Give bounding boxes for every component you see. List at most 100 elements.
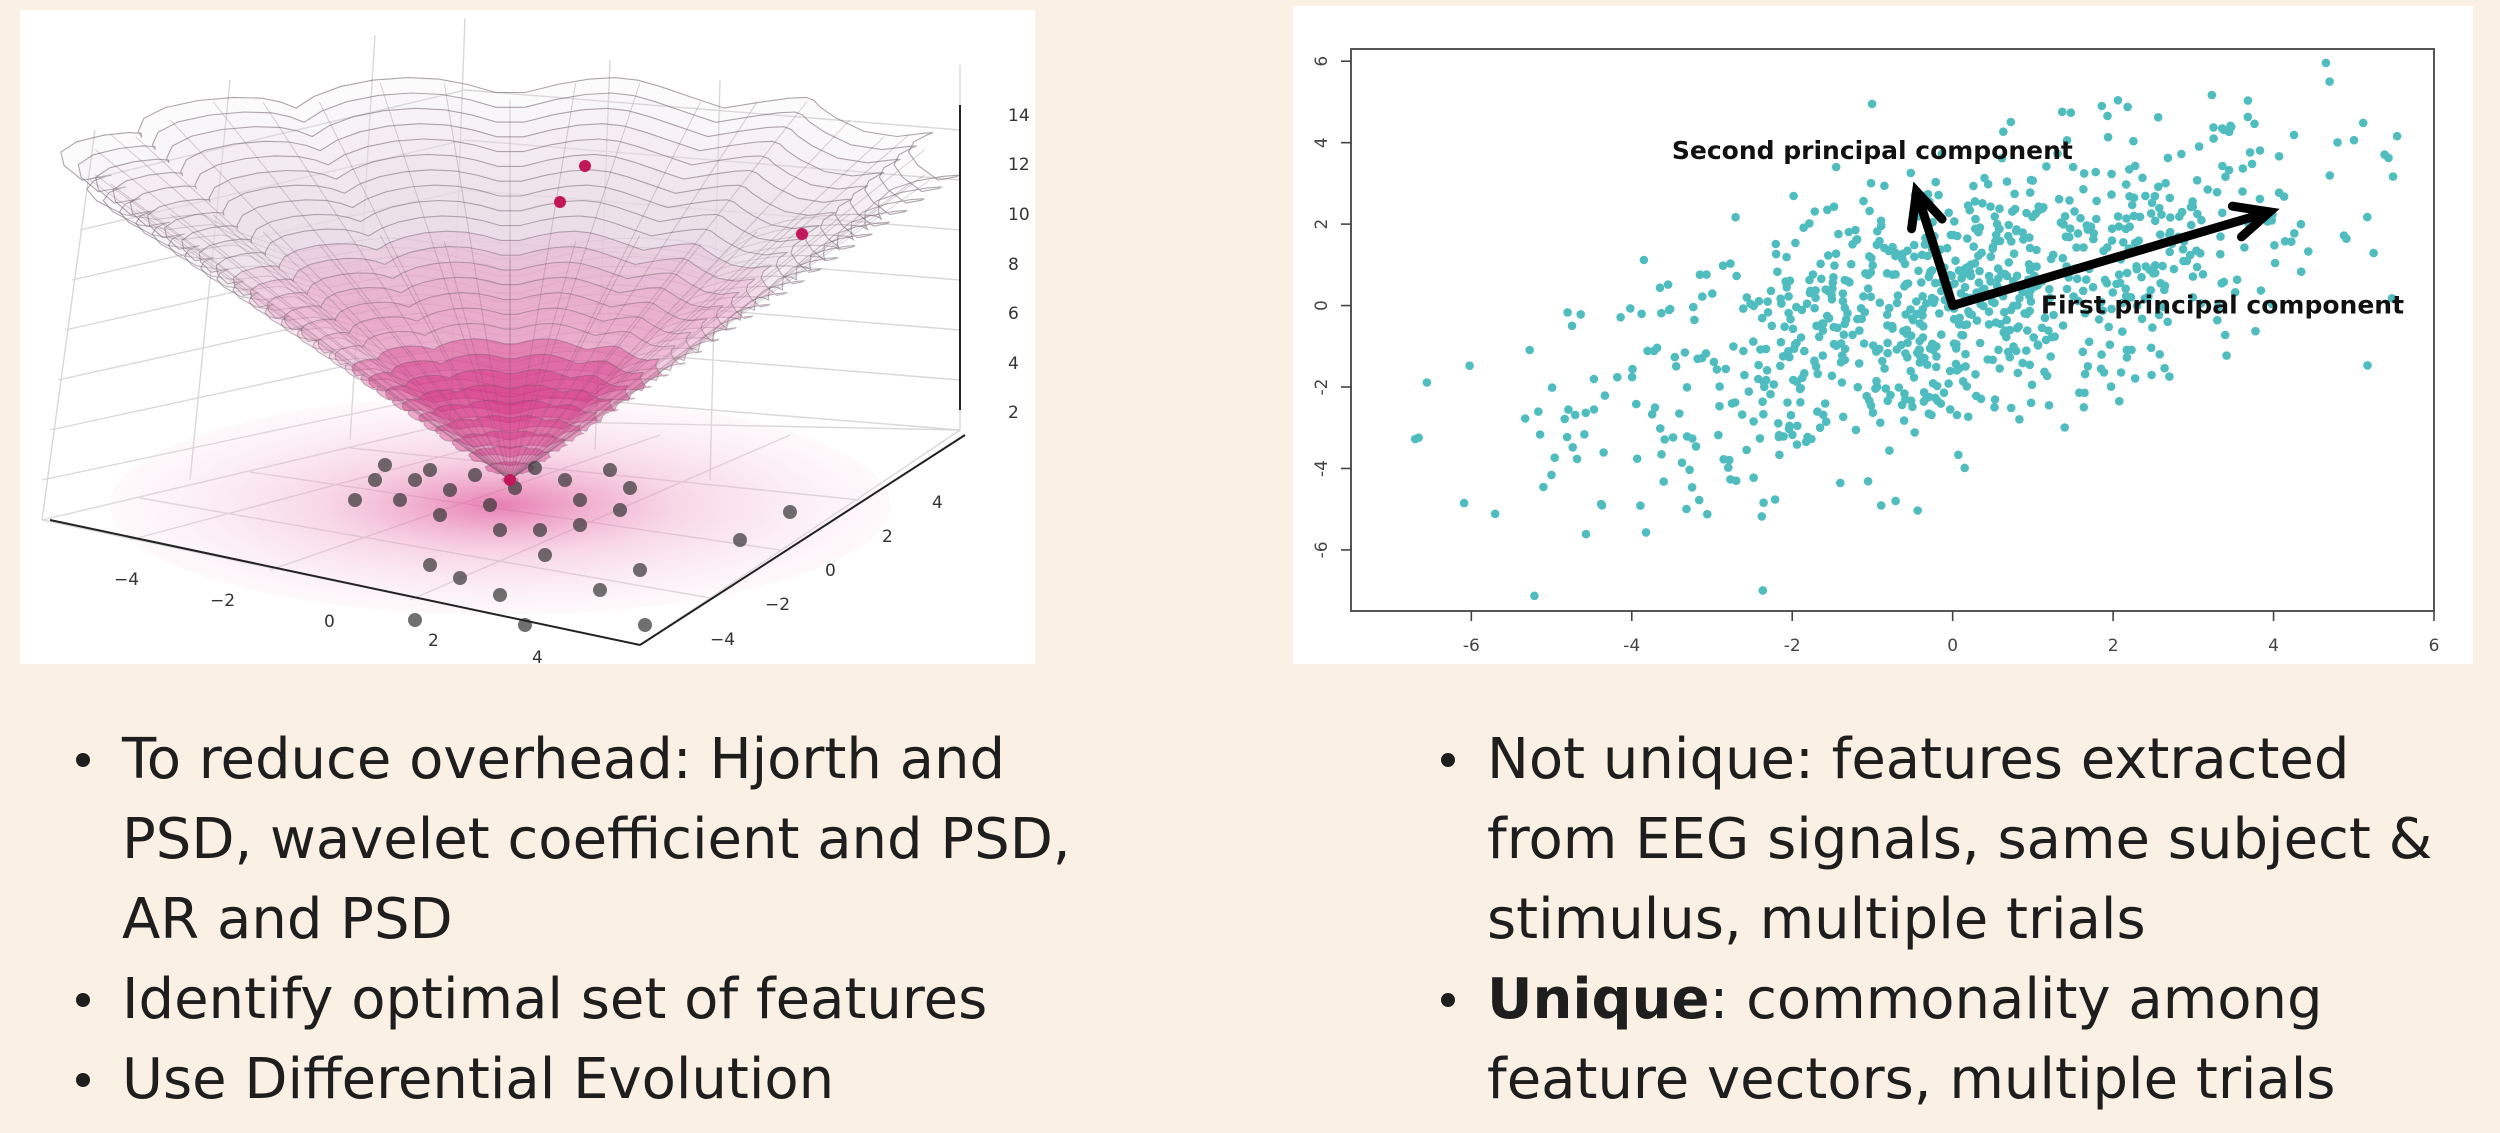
y-tick-label: -4 [1312,460,1332,477]
scatter-point [2129,193,2139,202]
surface-ring [300,292,721,380]
scatter-point [1525,345,1534,355]
surface-ring [484,461,536,475]
scatter-point [1836,478,1845,488]
scatter-point [2384,153,2393,163]
scatter-point [1811,362,1821,371]
scatter-point [2157,210,2166,219]
scatter-point [1663,280,1673,289]
surface-point [623,481,637,495]
scatter-point [2080,369,2090,379]
scatter-point [1675,409,1684,418]
scatter-point [2054,194,2064,204]
scatter-point [2280,237,2290,246]
scatter-point [1834,229,1843,239]
scatter-point [1739,304,1748,313]
scatter-point [1997,153,2007,163]
scatter-point [1677,458,1687,468]
scatter-point [2132,264,2142,274]
scatter-point [2062,136,2072,145]
scatter-point [1919,322,1928,331]
scatter-point [1568,443,1577,452]
scatter-point [1979,301,1988,311]
scatter-point [1855,326,1864,335]
scatter-point [1953,231,1962,241]
scatter-point [1818,351,1828,360]
scatter-point [2333,138,2342,147]
surface-point [393,493,407,507]
scatter-point [1758,586,1768,595]
bullet-text: Use Differential Evolution [122,1047,835,1112]
scatter-point [1843,308,1852,318]
scatter-point [1952,340,1961,349]
right-bullet-list: Not unique: features extracted from EEG … [1433,720,2473,1120]
scatter-point [2150,216,2160,226]
principal-component-arrows [1907,181,2280,311]
scatter-point [1655,283,1665,293]
scatter-point [2141,191,2150,201]
scatter-point [2125,165,2134,174]
scatter-point [1580,430,1589,439]
surface-point [493,523,507,537]
scatter-point [2107,190,2116,199]
scatter-point [1969,242,1978,251]
scatter-point [1971,370,1980,379]
scatter-point [1977,248,1986,258]
scatter-point [1792,440,1802,449]
surface-mesh-line [212,101,511,481]
scatter-point [1957,274,1966,283]
surface-mesh-line [509,213,851,481]
scatter-point [1909,240,1919,250]
scatter-point [1682,504,1691,514]
surface-ring [129,138,890,294]
scatter-point [1980,173,1989,183]
scatter-point [1963,412,1973,422]
surface-ring [95,107,925,277]
scatter-point [2193,209,2202,219]
scatter-point [1581,529,1591,539]
scatter-point [1547,470,1556,480]
scatter-point [1758,397,1767,407]
scatter-point [1760,382,1769,392]
surface-ring [451,430,568,458]
scatter-point [2097,350,2106,359]
scatter-point [1863,477,1873,486]
scatter-point [1838,296,1848,306]
scatter-point [2127,200,2137,210]
scatter-point [1596,499,1606,509]
scatter-point [1837,378,1847,387]
scatter-point [2045,293,2055,303]
scatter-point [1992,219,2002,229]
scatter-point [2363,212,2372,222]
surface-point [638,618,652,632]
scatter-point [1991,237,2000,246]
scatter-point [1827,295,1837,304]
scatter-point [1709,357,1719,367]
y-tick-label: −2 [765,595,790,615]
surface-mesh-line [262,102,511,481]
scatter-point [1882,310,1892,320]
scatter-point [1910,428,1919,437]
scatter-point [2010,204,2020,214]
scatter-point [2097,101,2107,111]
surface-point [423,463,437,477]
scatter-point [2089,234,2098,244]
scatter-point [1829,202,1839,211]
scatter-point [2240,243,2249,252]
scatter-point [1570,410,1580,420]
scatter-point [2000,307,2009,317]
scatter-point [1878,356,1887,366]
surface-mesh-line [509,241,577,481]
scatter-point [1892,298,1902,308]
scatter-point [1632,454,1642,464]
y-tick-label: 6 [1312,56,1332,67]
scatter-point [2025,233,2034,242]
scatter-point [1833,323,1842,333]
scatter-point [1539,482,1548,492]
scatter-point [1761,344,1771,354]
scatter-point [1799,223,1808,232]
scatter-point [1828,278,1838,287]
scatter-point [2251,326,2260,336]
x-tick-label: −4 [114,570,139,590]
scatter-point [1960,320,1969,330]
